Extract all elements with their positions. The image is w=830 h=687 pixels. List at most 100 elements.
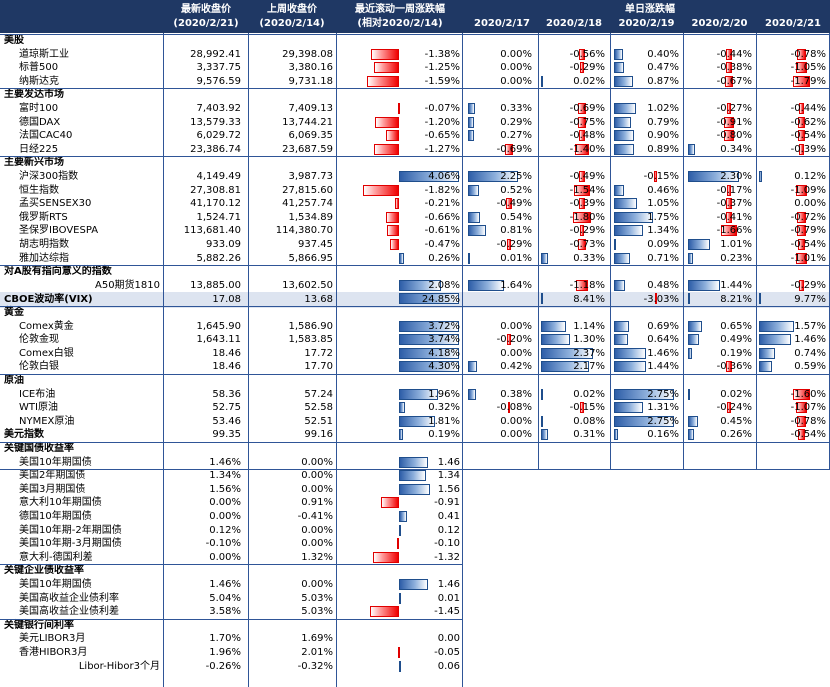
section-title: 主要新兴市场	[4, 157, 64, 169]
daily-change-bar	[541, 388, 543, 400]
row-label: 美元指数	[4, 429, 44, 441]
daily-change-bar	[507, 334, 511, 346]
daily-change-bar	[614, 429, 618, 441]
row-label: Comex黄金	[19, 320, 74, 332]
daily-change-value: 1.46%	[794, 334, 826, 346]
row-label: 道琼斯工业	[19, 48, 69, 60]
weekly-change-value: -1.20%	[424, 116, 460, 128]
daily-change-bar	[468, 130, 474, 142]
previous-close: 2.01%	[301, 647, 333, 658]
weekly-change-bar	[367, 75, 399, 87]
daily-change-value: -0.29%	[569, 62, 605, 74]
latest-close: 28,992.41	[190, 48, 241, 60]
section-title: 关键企业债收益率	[4, 565, 84, 577]
daily-change-value: 0.52%	[500, 184, 532, 196]
daily-change-value: 0.29%	[500, 116, 532, 128]
daily-change-bar	[614, 198, 638, 210]
latest-close: 0.12%	[209, 524, 241, 536]
weekly-change-value: -0.65%	[424, 130, 460, 142]
row-label: 恒生指数	[19, 184, 59, 196]
daily-change-value: 0.47%	[647, 62, 679, 74]
latest-close: 4,149.49	[196, 171, 241, 182]
table-row: NYMEX原油 53.46 52.51 1.81% 0.00% 0.08% 2.75% 0.4…	[0, 415, 830, 428]
table-row: 美国10年期国债 1.46% 0.00% 1.46	[0, 578, 830, 591]
section-title: 原油	[4, 375, 24, 386]
latest-close: 27,308.81	[190, 184, 241, 196]
daily-change-bar	[541, 320, 567, 332]
row-label: 纳斯达克	[19, 75, 59, 87]
row-label: 美国2年期国债	[19, 470, 86, 482]
weekly-change-bar	[398, 647, 400, 658]
latest-close: 113,681.40	[183, 225, 241, 237]
previous-close: 41,257.74	[282, 198, 333, 210]
daily-change-bar	[574, 184, 590, 196]
table-row: ICE布油 58.36 57.24 1.96% 0.38% 0.02% 2.75% 0.02%…	[0, 388, 830, 401]
table-row: 美国3月期国债 1.56% 0.00% 1.56	[0, 483, 830, 496]
daily-change-value: -0.29%	[569, 225, 605, 237]
daily-change-value: -0.44%	[716, 48, 752, 60]
table-row: 圣保罗IBOVESPA 113,681.40 114,380.70 -0.61% 0.8…	[0, 224, 830, 237]
daily-change-value: 0.00%	[794, 198, 826, 210]
previous-close: 0.00%	[301, 524, 333, 536]
table-row: 纳斯达克 9,576.59 9,731.18 -1.59% 0.00% 0.02% 0.87…	[0, 75, 830, 88]
daily-change-value: 0.38%	[500, 388, 532, 400]
daily-change-bar	[578, 171, 586, 182]
weekly-change-bar	[375, 116, 399, 128]
table-row: 美国10年期-3月期国债 -0.10% 0.00% -0.10	[0, 537, 830, 550]
daily-change-value: -0.37%	[716, 198, 752, 210]
table-row: 美元指数 99.35 99.16 0.19% 0.00% 0.31% 0.16% 0.26% -…	[0, 428, 830, 441]
daily-change-value: -0.24%	[716, 402, 752, 414]
weekly-change-bar	[399, 483, 431, 495]
daily-change-value: -0.41%	[716, 211, 752, 223]
daily-change-value: 0.00%	[500, 48, 532, 60]
daily-change-value: 0.33%	[500, 103, 532, 114]
latest-close: 13,579.33	[190, 116, 241, 128]
table-row: A50期货1810 13,885.00 13,602.50 2.08% 1.64% -1.…	[0, 279, 830, 292]
daily-change-bar	[688, 347, 693, 359]
daily-change-bar	[653, 171, 658, 182]
daily-change-bar	[688, 293, 690, 305]
previous-close: 937.45	[298, 239, 333, 250]
daily-change-bar	[614, 116, 632, 128]
grid-line	[0, 469, 830, 471]
daily-change-bar	[798, 103, 805, 114]
daily-change-value: -0.49%	[496, 198, 532, 210]
grid-line	[336, 33, 337, 687]
daily-change-value: -0.54%	[790, 130, 826, 142]
daily-change-bar	[793, 388, 810, 400]
row-label: 孟买SENSEX30	[19, 198, 92, 210]
table-row: 法国CAC40 6,029.72 6,069.35 -0.65% 0.27% -0.48%…	[0, 129, 830, 142]
latest-close: 1.46%	[209, 456, 241, 468]
daily-change-bar	[759, 347, 776, 359]
latest-close: 41,170.12	[190, 198, 241, 210]
daily-change-value: 1.44%	[720, 279, 752, 291]
daily-change-bar	[720, 225, 738, 237]
daily-change-value: 0.00%	[500, 415, 532, 427]
row-label: NYMEX原油	[19, 415, 75, 427]
table-row: 沪深300指数 4,149.49 3,987.73 4.06% 2.25% -0.49% -…	[0, 170, 830, 183]
daily-change-value: -0.79%	[790, 225, 826, 237]
table-row: CBOE波动率(VIX) 17.08 13.68 24.85% 8.41% -3.03% 8…	[0, 292, 830, 309]
row-label: A50期货1810	[94, 279, 160, 291]
header-date-3: 2020/2/19	[618, 18, 675, 29]
weekly-change-bar	[380, 497, 399, 509]
daily-change-value: -0.15%	[569, 402, 605, 414]
row-label: 伦敦金现	[19, 334, 59, 346]
daily-change-value: 1.31%	[647, 402, 679, 414]
row-label: 沪深300指数	[19, 171, 79, 182]
grid-line	[0, 564, 462, 566]
weekly-change-bar	[394, 198, 399, 210]
daily-change-value: 0.00%	[500, 347, 532, 359]
daily-change-value: -1.18%	[569, 279, 605, 291]
daily-change-bar	[575, 279, 589, 291]
daily-change-value: 0.12%	[794, 171, 826, 182]
weekly-change-value: 0.00	[437, 633, 460, 645]
daily-change-value: 0.00%	[500, 62, 532, 74]
daily-change-value: -1.66%	[716, 225, 752, 237]
daily-change-value: 0.23%	[720, 252, 752, 264]
weekly-change-bar	[371, 48, 399, 60]
previous-close: 23,687.59	[282, 143, 333, 155]
weekly-change-bar	[399, 429, 403, 441]
row-label: 美国10年期国债	[19, 456, 92, 468]
latest-close: 6,029.72	[196, 130, 241, 142]
